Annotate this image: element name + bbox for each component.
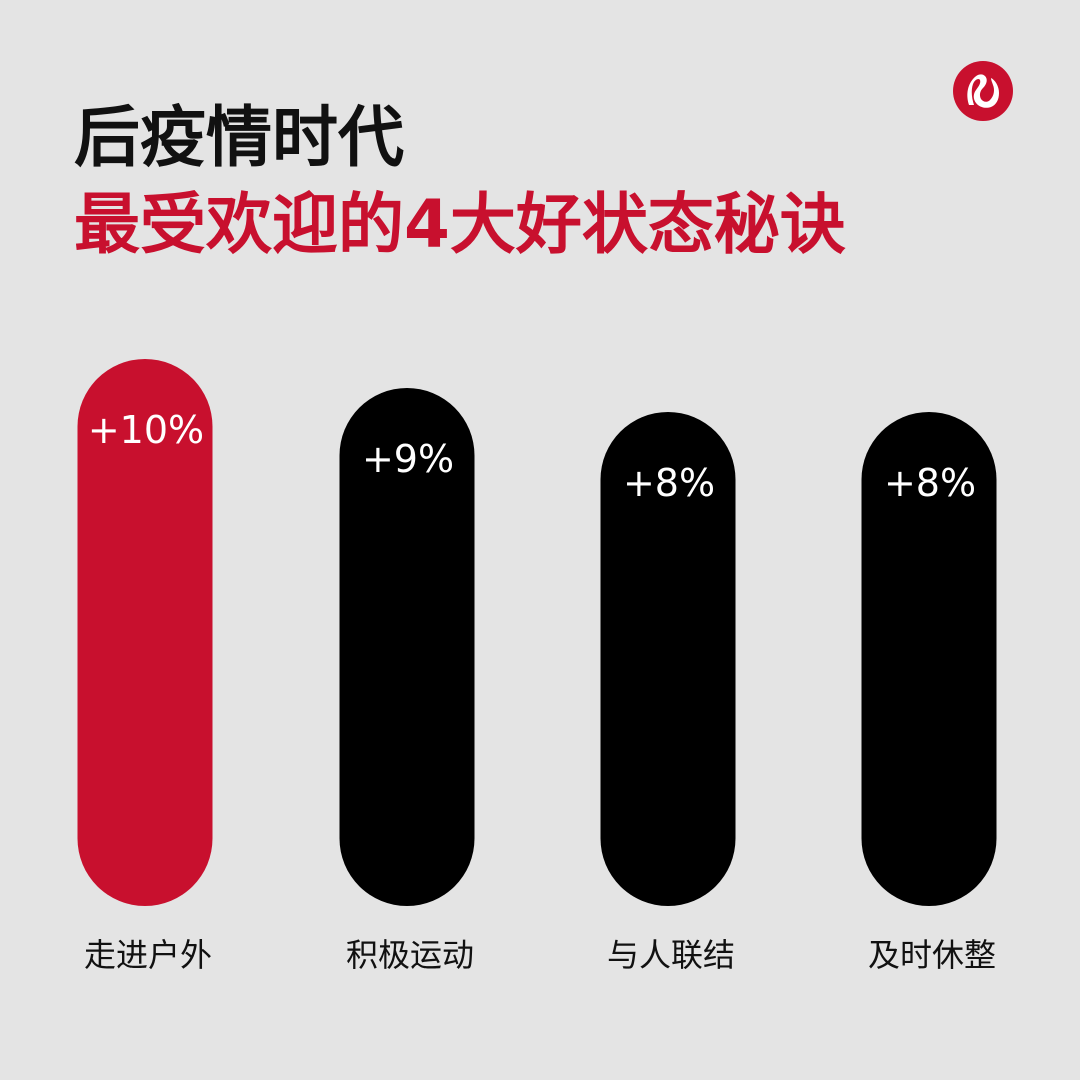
title-line-2: 最受欢迎的4大好状态秘诀 (74, 186, 846, 263)
data-label-4: +8% (884, 461, 976, 505)
data-label-1: +10% (88, 408, 204, 452)
category-label-1: 走进户外 (84, 936, 212, 974)
bar-2 (339, 388, 475, 906)
data-label-3: +8% (623, 461, 715, 505)
bar-1 (77, 359, 213, 906)
title-line-1: 后疫情时代 (74, 99, 404, 176)
lululemon-logo-icon (953, 61, 1013, 121)
data-label-2: +9% (362, 437, 454, 481)
category-label-2: 积极运动 (346, 936, 474, 974)
bar-4 (861, 412, 997, 906)
category-label-4: 及时休整 (868, 936, 996, 974)
bar-3 (600, 412, 736, 906)
category-label-3: 与人联结 (607, 936, 735, 974)
